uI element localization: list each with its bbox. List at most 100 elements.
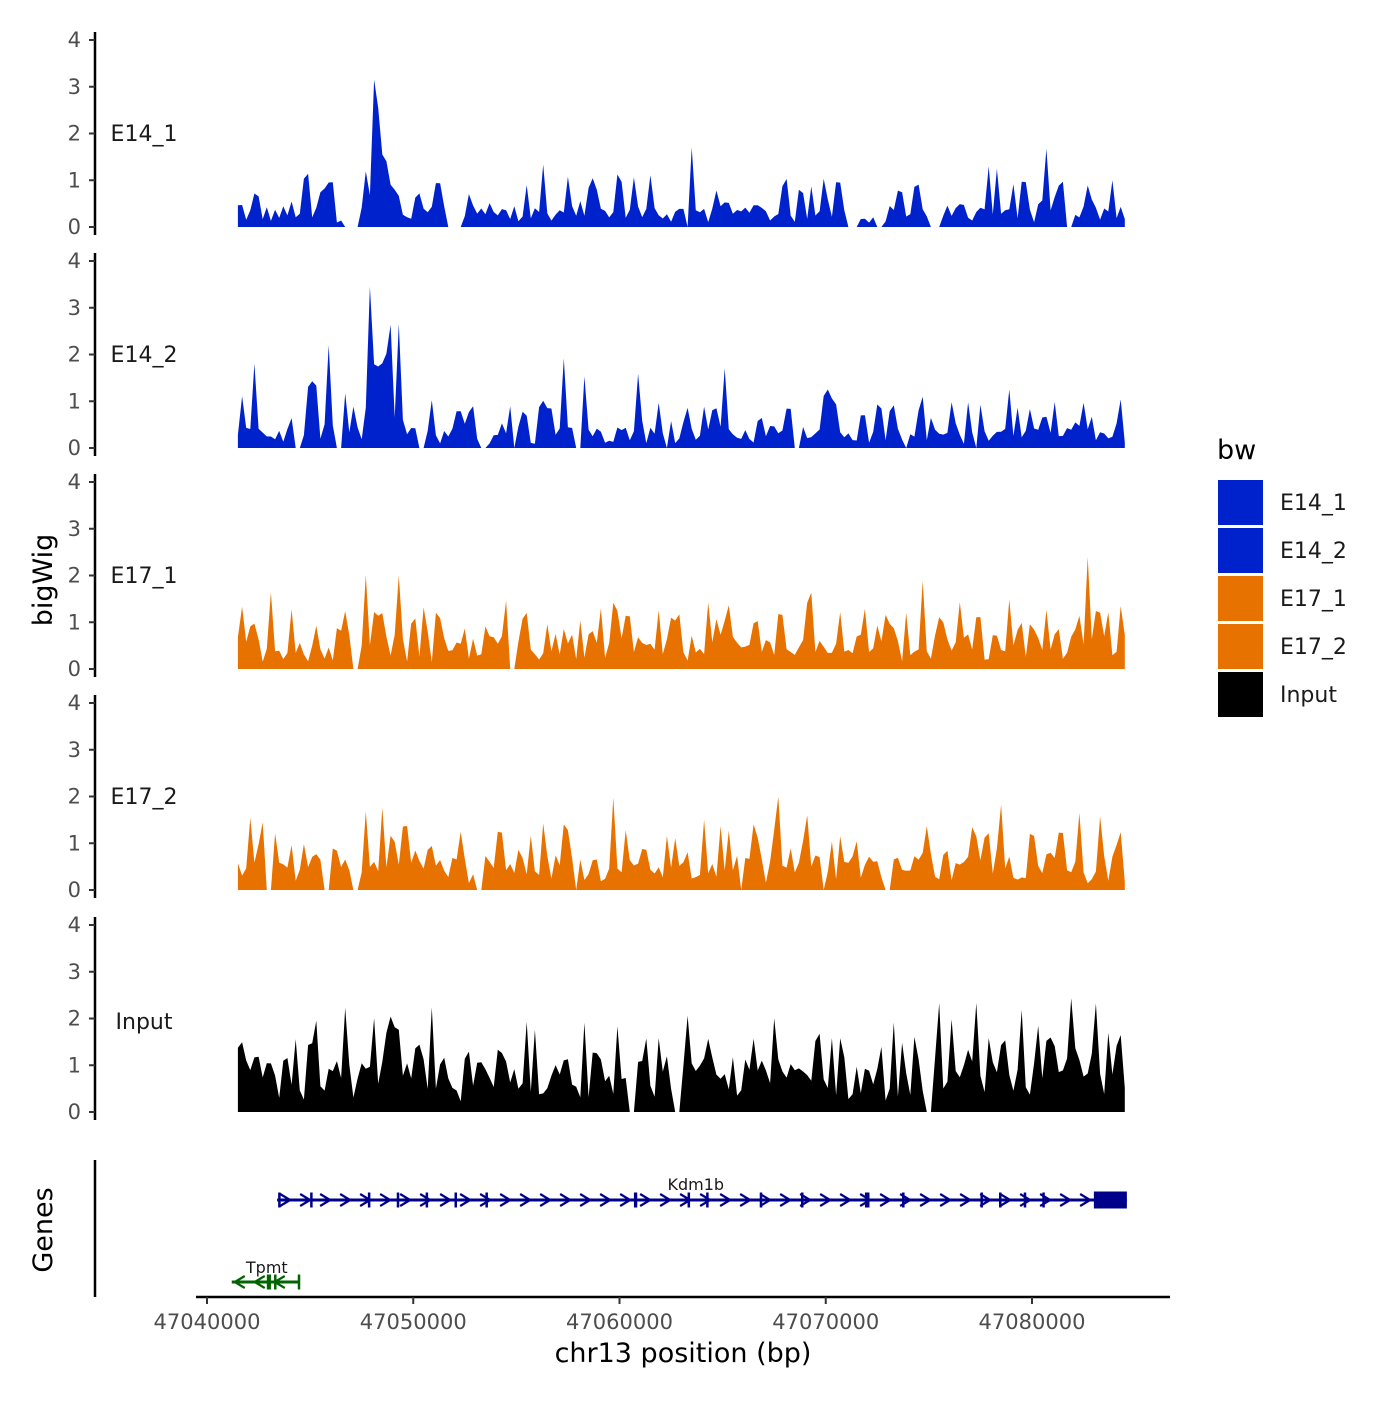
track-label: E14_1 xyxy=(111,122,178,147)
strand-chevron xyxy=(439,1193,453,1207)
legend-title: bw xyxy=(1217,435,1256,466)
strand-chevron xyxy=(619,1193,633,1207)
strand-chevron xyxy=(939,1193,953,1207)
strand-chevron xyxy=(819,1193,833,1207)
strand-chevron xyxy=(499,1193,513,1207)
y-tick-label: 3 xyxy=(68,738,81,762)
y-tick-label: 4 xyxy=(68,249,81,273)
y-tick-label: 3 xyxy=(68,517,81,541)
strand-chevron xyxy=(579,1193,593,1207)
strand-chevron xyxy=(739,1193,753,1207)
legend-swatch-E17_1 xyxy=(1218,576,1263,621)
strand-chevron xyxy=(1019,1193,1033,1207)
strand-chevron xyxy=(979,1193,993,1207)
strand-chevron xyxy=(339,1193,353,1207)
y-tick-label: 3 xyxy=(68,296,81,320)
strand-chevron xyxy=(599,1193,613,1207)
y-tick-label: 0 xyxy=(68,215,81,239)
strand-chevron xyxy=(999,1193,1013,1207)
gene-exon xyxy=(485,1192,488,1208)
y-tick-label: 3 xyxy=(68,75,81,99)
gene-exon xyxy=(902,1192,905,1208)
gene-exon xyxy=(980,1192,983,1208)
legend-swatch-E14_2 xyxy=(1218,528,1263,573)
strand-chevron xyxy=(519,1193,533,1207)
y-tick-label: 1 xyxy=(68,1053,81,1077)
gene-exon xyxy=(864,1192,870,1208)
y-tick-label: 0 xyxy=(68,878,81,902)
strand-chevron xyxy=(539,1193,553,1207)
gene-name-label: Tpmt xyxy=(245,1258,288,1277)
legend-swatch-E14_1 xyxy=(1218,480,1263,525)
y-tick-label: 4 xyxy=(68,913,81,937)
track-label: E14_2 xyxy=(111,343,178,368)
x-tick-label: 47070000 xyxy=(772,1310,879,1334)
signal-tracks: 0 1 2 3 4 E14_1 0 1 2 3 4 E14_2 0 1 2 3 4 E17_1 0 1 2 3 4 E17_2… xyxy=(68,28,1125,1124)
strand-chevron xyxy=(779,1193,793,1207)
strand-chevron xyxy=(279,1193,293,1207)
gene-panel-title: Genes xyxy=(28,1187,59,1272)
strand-chevron xyxy=(759,1193,773,1207)
gene-exon xyxy=(278,1192,281,1208)
x-tick-label: 47050000 xyxy=(360,1310,467,1334)
strand-chevron xyxy=(479,1193,493,1207)
y-tick-label: 2 xyxy=(68,122,81,146)
gene-exon xyxy=(1093,1191,1127,1209)
y-tick-label: 0 xyxy=(68,1100,81,1124)
x-tick-label: 47080000 xyxy=(979,1310,1086,1334)
strand-chevron xyxy=(859,1193,873,1207)
gene-exon xyxy=(396,1192,400,1208)
strand-chevron xyxy=(459,1193,473,1207)
gene-exon xyxy=(425,1192,429,1208)
legend-label: E17_1 xyxy=(1280,587,1347,612)
strand-chevron xyxy=(252,1275,266,1289)
strand-chevron xyxy=(659,1193,673,1207)
gene-exon xyxy=(1042,1192,1045,1208)
signal-area-E14_1 xyxy=(237,79,1125,227)
y-tick-label: 1 xyxy=(68,831,81,855)
x-tick-label: 47060000 xyxy=(566,1310,673,1334)
gene-exon xyxy=(687,1192,691,1208)
strand-chevron xyxy=(1079,1193,1093,1207)
gene-exon xyxy=(310,1192,313,1208)
gene-Tpmt: Tpmt xyxy=(231,1258,301,1290)
y-tick-label: 1 xyxy=(68,610,81,634)
legend-swatch-Input xyxy=(1218,672,1263,717)
signal-area-E17_2 xyxy=(237,796,1125,890)
gene-exon xyxy=(367,1192,371,1208)
strand-chevron xyxy=(879,1193,893,1207)
strand-chevron xyxy=(959,1193,973,1207)
y-tick-label: 1 xyxy=(68,168,81,192)
y-tick-label: 3 xyxy=(68,960,81,984)
track-label: Input xyxy=(116,1010,173,1035)
strand-chevron xyxy=(919,1193,933,1207)
y-tick-label: 2 xyxy=(68,564,81,588)
y-tick-label: 4 xyxy=(68,691,81,715)
strand-chevron xyxy=(559,1193,573,1207)
track-label: E17_1 xyxy=(111,564,178,589)
track-label: E17_2 xyxy=(111,785,178,810)
strand-chevron xyxy=(679,1193,693,1207)
strand-chevron xyxy=(379,1193,393,1207)
y-tick-label: 4 xyxy=(68,28,81,52)
gene-exon xyxy=(1023,1192,1027,1208)
strand-chevron xyxy=(232,1275,246,1289)
strand-chevron xyxy=(839,1193,853,1207)
track-E14_2: 0 1 2 3 4 E14_2 xyxy=(68,249,1125,460)
legend-label: Input xyxy=(1280,683,1337,708)
signal-area-Input xyxy=(237,998,1125,1112)
track-E17_2: 0 1 2 3 4 E17_2 xyxy=(68,691,1125,902)
strand-chevron xyxy=(419,1193,433,1207)
gene-exon xyxy=(759,1192,763,1208)
track-Input: 0 1 2 3 4 Input xyxy=(68,913,1125,1124)
y-tick-label: 4 xyxy=(68,470,81,494)
x-axis: 47040000 47050000 47060000 47070000 47080000 xyxy=(154,1295,1170,1334)
signal-area-E17_1 xyxy=(237,556,1125,669)
y-tick-label: 2 xyxy=(68,785,81,809)
track-E14_1: 0 1 2 3 4 E14_1 xyxy=(68,28,1125,239)
x-tick-label: 47040000 xyxy=(154,1310,261,1334)
gene-exon xyxy=(999,1192,1002,1208)
y-tick-label: 0 xyxy=(68,657,81,681)
gene-exon xyxy=(706,1192,709,1208)
